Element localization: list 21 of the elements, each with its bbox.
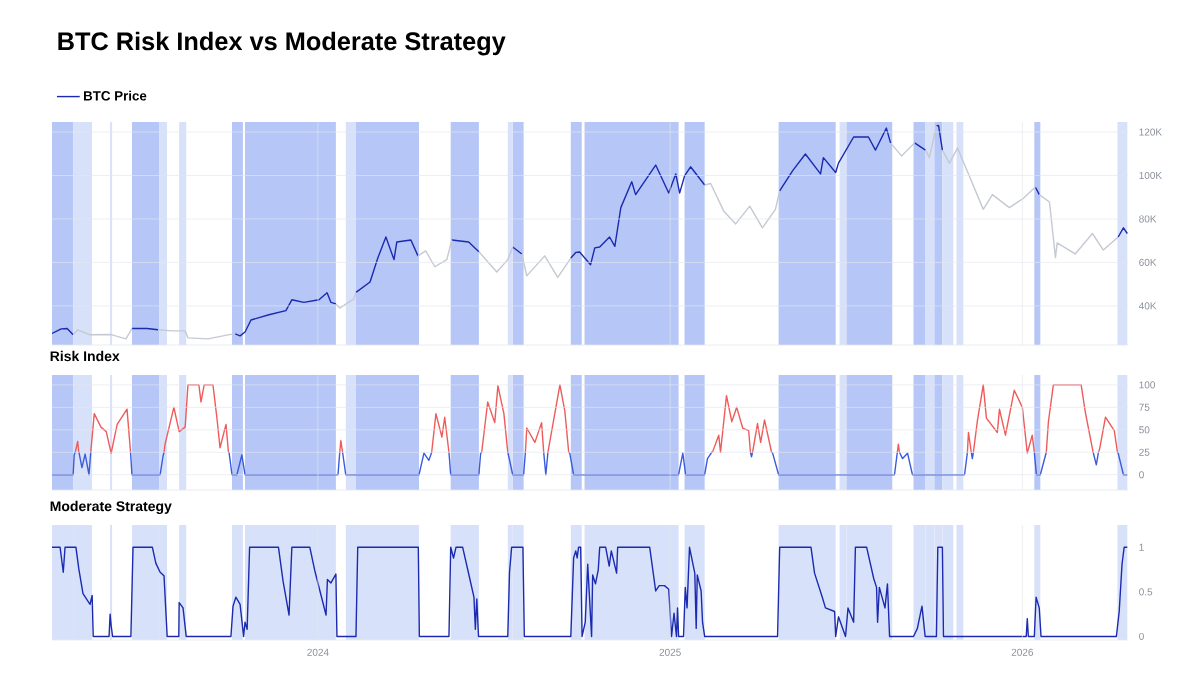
chart-title: BTC Risk Index vs Moderate Strategy bbox=[58, 31, 506, 56]
y-tick-label: 80K bbox=[1139, 215, 1157, 223]
y-tick-label: 100 bbox=[1139, 381, 1156, 389]
x-tick-label: 2025 bbox=[659, 648, 681, 656]
y-tick-label: 50 bbox=[1139, 426, 1150, 434]
y-tick-label: 0 bbox=[1139, 471, 1144, 479]
x-tick-label: 2024 bbox=[307, 648, 329, 656]
y-tick-label: 75 bbox=[1139, 403, 1150, 411]
y-tick-label: 40K bbox=[1138, 302, 1157, 310]
y-tick-label: 0.5 bbox=[1139, 588, 1153, 596]
y-tick-label: 120K bbox=[1139, 128, 1162, 136]
chart-title: Moderate Strategy bbox=[50, 500, 172, 514]
x-tick-label: 2026 bbox=[1011, 648, 1034, 656]
legend-label: BTC Price bbox=[84, 90, 147, 101]
y-tick-label: 1 bbox=[1139, 543, 1144, 551]
chart-title: Risk Index bbox=[50, 350, 120, 362]
y-tick-label: 100K bbox=[1139, 171, 1162, 180]
y-tick-label: 60K bbox=[1139, 258, 1157, 266]
y-tick-label: 0 bbox=[1139, 632, 1144, 640]
line-series bbox=[52, 546, 1129, 638]
y-tick-label: 25 bbox=[1139, 448, 1150, 456]
